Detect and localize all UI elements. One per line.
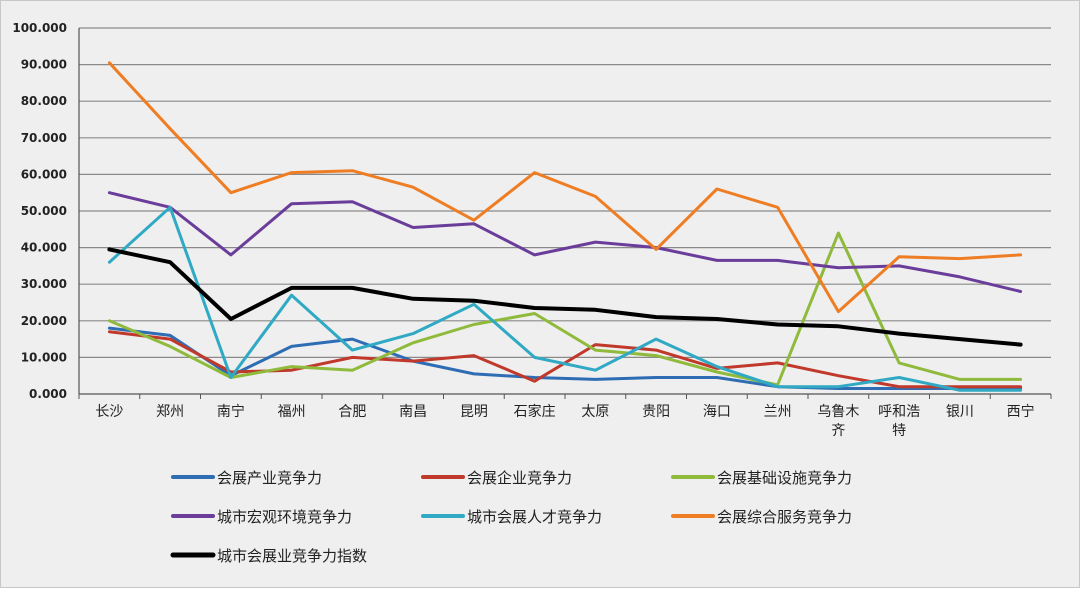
y-tick-label: 30.000 (21, 277, 67, 291)
series-line (109, 63, 1020, 312)
x-tick-label: 太原 (581, 404, 609, 420)
x-tick-label: 昆明 (460, 404, 488, 420)
legend-label: 会展产业竞争力 (217, 469, 322, 487)
x-tick-label: 长沙 (95, 404, 123, 420)
x-tick-label: 乌鲁木 (817, 404, 859, 420)
x-tick-label: 西宁 (1007, 403, 1035, 420)
legend-label: 城市宏观环境竞争力 (217, 508, 352, 526)
x-tick-label: 合肥 (338, 404, 366, 420)
y-tick-label: 40.000 (21, 241, 67, 255)
legend-label: 城市会展人才竞争力 (467, 508, 602, 526)
x-tick-label: 南宁 (217, 403, 245, 420)
x-tick-label: 海口 (703, 404, 731, 420)
y-tick-label: 20.000 (21, 314, 67, 328)
legend-label: 会展基础设施竞争力 (717, 469, 852, 487)
series-lines (109, 63, 1020, 391)
y-tick-label: 80.000 (21, 94, 67, 108)
legend-label: 会展企业竞争力 (467, 469, 572, 487)
y-tick-label: 0.000 (29, 387, 67, 401)
x-tick-label: 福州 (278, 404, 306, 420)
y-tick-label: 70.000 (21, 131, 67, 145)
legend-label: 城市会展业竞争力指数 (217, 547, 367, 565)
x-tick-label: 南昌 (399, 404, 427, 420)
y-tick-label: 90.000 (21, 58, 67, 72)
y-tick-label: 10.000 (21, 350, 67, 364)
y-tick-label: 100.000 (12, 21, 67, 35)
legend-label: 会展综合服务竞争力 (717, 508, 852, 526)
y-tick-labels: 0.000 10.000 20.000 30.000 40.000 50.000 60.00… (12, 21, 67, 401)
x-tick-label: 呼和浩 (878, 404, 920, 420)
x-tick-label: 郑州 (156, 404, 184, 420)
x-tick-label: 贵阳 (642, 404, 670, 420)
series-line (109, 207, 1020, 390)
series-line (109, 193, 1020, 292)
y-tick-label: 50.000 (21, 204, 67, 218)
y-tick-label: 60.000 (21, 167, 67, 181)
x-tick-label: 兰州 (764, 404, 792, 420)
x-tick-label: 石家庄 (514, 403, 556, 420)
x-tick-label: 银川 (946, 404, 974, 420)
x-tick-label: 特 (892, 423, 906, 439)
axes (79, 28, 1051, 399)
x-tick-label: 齐 (831, 423, 845, 439)
